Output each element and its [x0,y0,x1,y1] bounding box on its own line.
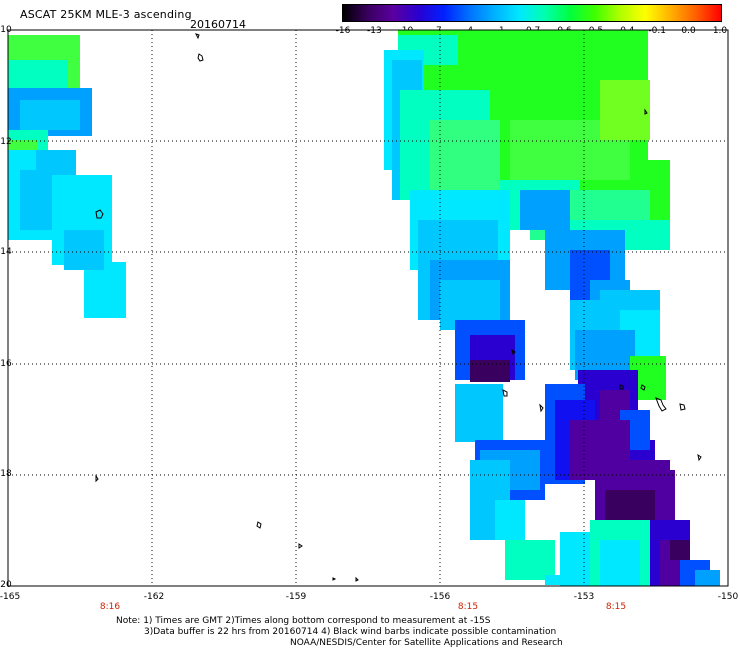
lat-label-18: -18 [0,469,12,479]
swath-cell [600,540,640,586]
swath-cell [20,100,80,130]
lon-label-162: -162 [143,592,165,602]
time-label-1: 8:16 [99,602,121,612]
map-date: 20160714 [190,18,246,31]
swath-cell [495,500,525,540]
lon-label-153: -153 [573,592,595,602]
colorbar-gradient [342,4,722,22]
colorbar [342,4,722,22]
lon-label-165: -165 [0,592,21,602]
island-outlines [95,33,702,582]
lon-label-159: -159 [285,592,307,602]
swath-cell [695,570,720,586]
note-line-3: NOAA/NESDIS/Center for Satellite Applica… [290,638,563,648]
map-title: ASCAT 25KM MLE-3 ascending [20,8,192,21]
dotted-grid [8,30,728,586]
time-label-2: 8:15 [457,602,479,612]
lat-label-12: -12 [0,137,12,147]
colorbar-tick-label: -16 [335,26,351,36]
lon-label-150: -150 [717,592,739,602]
lat-label-14: -14 [0,247,12,257]
note-line-2: 3)Data buffer is 22 hrs from 20160714 4)… [144,627,557,637]
lat-label-16: -16 [0,359,12,369]
swath-cell [520,190,570,230]
swath-cell [630,460,670,480]
swath-cell [605,490,655,525]
lat-label-20: -20 [0,580,12,590]
swath-cell [600,80,650,140]
swath-cell [455,384,503,442]
swath-cell [84,262,126,318]
swath-cell [470,360,510,382]
lon-label-156: -156 [429,592,451,602]
colorbar-tick-label: 0.0 [681,26,696,36]
swath-cell [64,230,104,270]
lat-label-10: -10 [0,25,12,35]
colorbar-tick-label: 1.0 [712,26,728,36]
colorbar-tick-label: -13 [367,26,382,36]
colorbar-tick-label: -0.1 [648,26,666,36]
note-line-1: Note: 1) Times are GMT 2)Times along bot… [116,616,491,626]
time-label-3: 8:15 [605,602,627,612]
swath-cell [670,540,690,560]
plot-frame [7,29,729,587]
swath-cell [505,540,555,580]
wind-swath [8,30,720,586]
